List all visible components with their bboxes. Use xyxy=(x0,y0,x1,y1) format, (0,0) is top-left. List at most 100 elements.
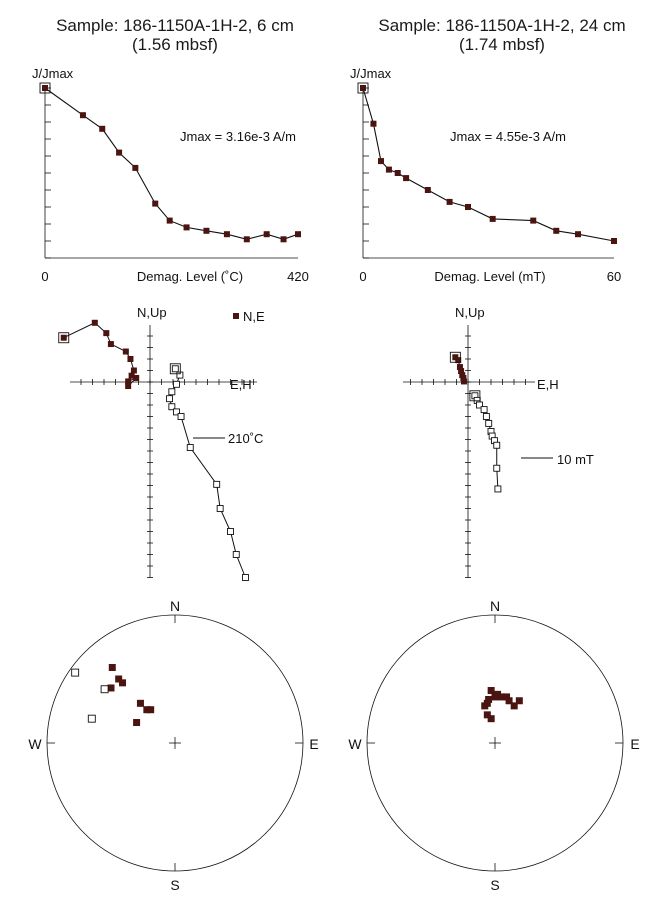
x-axis-label: Demag. Level (˚C) xyxy=(137,269,243,284)
data-point xyxy=(473,396,481,404)
south-label: S xyxy=(170,877,179,893)
data-point xyxy=(487,428,495,435)
start-marker xyxy=(39,82,51,94)
data-point xyxy=(172,408,180,416)
data-point xyxy=(152,200,159,207)
data-point xyxy=(460,374,467,381)
north-label: N xyxy=(170,598,180,614)
data-point xyxy=(216,505,224,512)
n-up-label: N,Up xyxy=(455,305,485,320)
data-point xyxy=(485,419,493,427)
data-point xyxy=(452,354,459,361)
data-point xyxy=(172,380,180,388)
step-annotation: 10 mT xyxy=(557,452,594,467)
data-point xyxy=(87,714,96,723)
start-marker xyxy=(469,390,481,402)
data-point xyxy=(295,231,301,238)
data-point xyxy=(125,378,132,385)
data-point xyxy=(119,679,127,687)
data-point xyxy=(42,85,48,91)
x-tick-label: 60 xyxy=(607,269,621,284)
data-point xyxy=(515,697,523,705)
data-point xyxy=(115,675,123,683)
stereonet-left xyxy=(46,614,304,872)
data-point xyxy=(132,164,139,171)
data-point xyxy=(487,687,495,695)
legend-marker xyxy=(233,313,239,319)
sample-depth: (1.56 mbsf) xyxy=(132,35,218,54)
data-point xyxy=(494,690,502,698)
data-point xyxy=(483,699,491,707)
data-point xyxy=(133,374,140,381)
data-point xyxy=(480,406,488,414)
data-point xyxy=(166,395,174,403)
e-h-label: E,H xyxy=(537,377,559,392)
data-point xyxy=(403,175,410,182)
data-point xyxy=(133,719,141,727)
west-label: W xyxy=(348,736,362,752)
y-ticks xyxy=(45,87,51,259)
intensity-right-axes xyxy=(362,88,614,259)
data-point xyxy=(465,204,472,210)
data-point xyxy=(481,702,489,710)
x-tick-label: 0 xyxy=(41,269,48,284)
data-point xyxy=(505,697,513,705)
data-point xyxy=(491,437,498,445)
sample-title: Sample: 186-1150A-1H-2, 24 cm xyxy=(378,16,626,35)
data-point xyxy=(510,702,518,710)
sample-depth: (1.74 mbsf) xyxy=(459,35,545,54)
y-axis-label: J/Jmax xyxy=(32,66,74,81)
data-point xyxy=(530,217,537,224)
data-point xyxy=(177,413,185,420)
data-point xyxy=(103,330,110,337)
data-point xyxy=(213,480,221,488)
data-point xyxy=(122,348,129,355)
south-label: S xyxy=(490,877,499,893)
data-point xyxy=(377,158,384,165)
data-point xyxy=(100,685,109,694)
data-point xyxy=(168,388,176,396)
data-point xyxy=(107,341,114,348)
data-point xyxy=(493,464,501,472)
data-point xyxy=(489,215,496,222)
data-point xyxy=(280,236,287,243)
data-point xyxy=(458,368,465,375)
series-line xyxy=(474,395,499,489)
series-line xyxy=(169,368,246,578)
start-marker xyxy=(357,82,369,94)
data-point xyxy=(263,231,270,238)
data-point xyxy=(494,485,502,493)
series-line xyxy=(44,87,299,240)
data-point xyxy=(168,403,176,411)
data-point xyxy=(493,441,501,449)
series-line xyxy=(63,322,137,387)
west-label: W xyxy=(28,736,42,752)
jmax-annotation: Jmax = 3.16e-3 A/m xyxy=(180,129,296,144)
data-point xyxy=(482,413,490,420)
data-point xyxy=(485,695,493,703)
data-point xyxy=(128,372,135,379)
east-label: E xyxy=(630,736,639,752)
data-point xyxy=(116,149,123,156)
data-point xyxy=(394,170,401,176)
step-annotation: 210˚C xyxy=(228,431,263,446)
series-line xyxy=(454,356,465,382)
data-point xyxy=(227,528,234,535)
data-point xyxy=(456,364,463,371)
net-circle xyxy=(366,614,624,872)
y-axis-label: J/Jmax xyxy=(350,66,392,81)
data-point xyxy=(125,383,132,390)
zijderveld-left-series xyxy=(58,319,249,581)
data-point xyxy=(147,706,155,714)
data-point xyxy=(166,217,173,224)
data-point xyxy=(459,372,466,379)
data-point xyxy=(232,551,240,558)
data-point xyxy=(491,693,499,701)
x-tick-label: 0 xyxy=(359,269,366,284)
zijderveld-right-series xyxy=(449,351,502,493)
n-up-label: N,Up xyxy=(137,305,167,320)
data-point xyxy=(487,715,495,723)
data-point xyxy=(171,365,179,373)
data-point xyxy=(385,166,392,173)
data-point xyxy=(130,367,137,374)
